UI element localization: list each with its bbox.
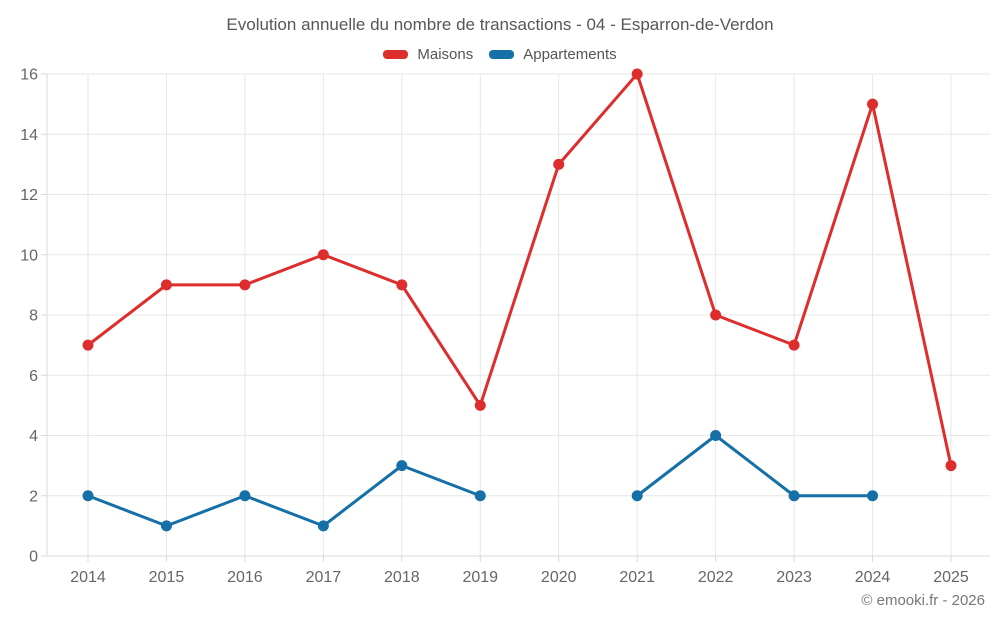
- y-tick-label: 8: [29, 308, 38, 325]
- y-tick-label: 2: [29, 488, 38, 505]
- series-line-appartements: [86, 434, 875, 528]
- legend-label-appartements: Appartements: [523, 46, 617, 63]
- data-point-maisons-2017[interactable]: [317, 249, 329, 261]
- data-point-maisons-2014[interactable]: [82, 339, 94, 351]
- data-point-maisons-2022[interactable]: [710, 309, 722, 321]
- y-tick-label: 10: [20, 247, 38, 264]
- data-point-maisons-2021[interactable]: [631, 68, 643, 80]
- legend-swatch-maisons: [383, 50, 409, 59]
- data-point-maisons-2016[interactable]: [239, 279, 251, 291]
- y-tick-label: 14: [20, 127, 38, 144]
- chart-title: Evolution annuelle du nombre de transact…: [226, 15, 774, 34]
- x-tick-label: 2023: [776, 569, 812, 586]
- data-point-appartements-2017[interactable]: [317, 520, 329, 532]
- data-point-appartements-2015[interactable]: [160, 520, 172, 532]
- data-point-appartements-2024[interactable]: [867, 490, 879, 502]
- data-point-appartements-2022[interactable]: [710, 430, 722, 441]
- y-tick-label: 4: [29, 428, 38, 445]
- data-point-maisons-2018[interactable]: [396, 279, 408, 291]
- legend-swatch-appartements: [489, 50, 515, 59]
- data-point-maisons-2025[interactable]: [945, 460, 957, 472]
- y-tick-label: 6: [29, 368, 38, 385]
- data-point-maisons-2023[interactable]: [788, 339, 800, 351]
- data-point-appartements-2023[interactable]: [788, 490, 800, 502]
- x-tick-label: 2018: [384, 569, 420, 586]
- legend-item-maisons[interactable]: Maisons: [383, 46, 473, 63]
- x-tick-label: 2024: [855, 569, 891, 586]
- data-point-appartements-2016[interactable]: [239, 490, 251, 502]
- y-tick-label: 16: [20, 67, 38, 84]
- y-tick-label: 0: [29, 549, 38, 566]
- data-point-appartements-2021[interactable]: [631, 490, 643, 502]
- x-tick-label: 2019: [462, 569, 498, 586]
- data-point-maisons-2019[interactable]: [474, 399, 486, 411]
- x-tick-label: 2025: [933, 569, 969, 586]
- x-tick-label: 2021: [619, 569, 655, 586]
- copyright-footer: © emooki.fr - 2026: [861, 592, 985, 609]
- y-tick-label: 12: [20, 187, 38, 204]
- chart-legend: Maisons Appartements: [0, 46, 1000, 63]
- data-point-maisons-2020[interactable]: [553, 158, 565, 170]
- series-line-maisons: [86, 72, 953, 468]
- x-tick-label: 2016: [227, 569, 263, 586]
- x-tick-label: 2017: [306, 569, 342, 586]
- x-tick-label: 2020: [541, 569, 577, 586]
- data-point-maisons-2015[interactable]: [160, 279, 172, 291]
- legend-label-maisons: Maisons: [417, 46, 474, 63]
- data-point-appartements-2014[interactable]: [82, 490, 94, 502]
- data-point-appartements-2019[interactable]: [474, 490, 486, 502]
- x-tick-label: 2015: [149, 569, 185, 586]
- data-point-maisons-2024[interactable]: [867, 98, 879, 110]
- legend-item-appartements[interactable]: Appartements: [489, 46, 617, 63]
- x-tick-label: 2022: [698, 569, 734, 586]
- data-point-appartements-2018[interactable]: [396, 460, 408, 472]
- x-tick-label: 2014: [70, 569, 106, 586]
